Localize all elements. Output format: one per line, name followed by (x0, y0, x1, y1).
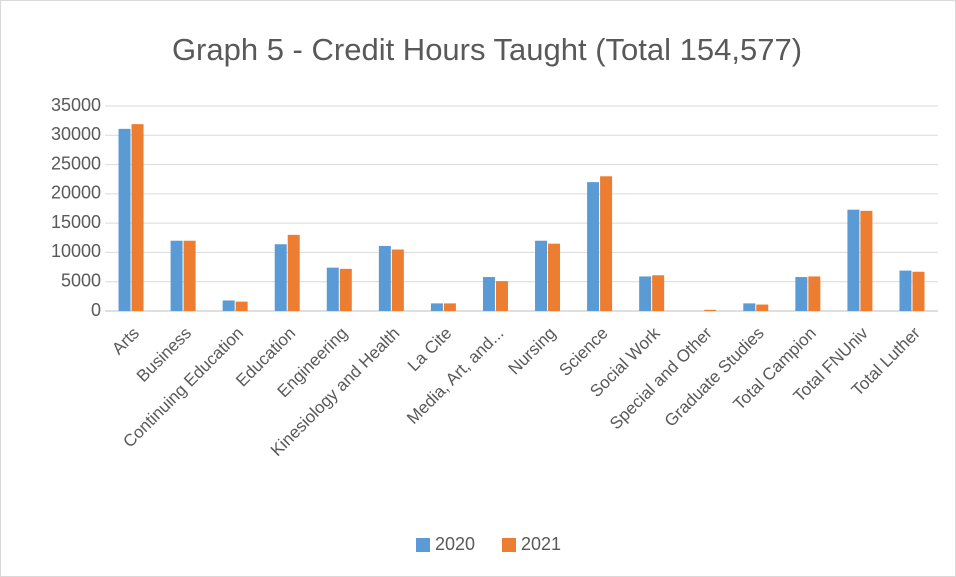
bar (391, 249, 404, 311)
bar (235, 301, 248, 311)
y-tick-label: 30000 (51, 124, 101, 144)
y-tick-label: 15000 (51, 212, 101, 232)
bar (482, 277, 495, 311)
y-tick-label: 5000 (61, 270, 101, 290)
bar (443, 303, 456, 311)
y-tick-label: 0 (91, 300, 101, 320)
bar (118, 128, 131, 311)
y-tick-label: 35000 (51, 95, 101, 115)
legend-label: 2021 (521, 534, 561, 554)
bar (430, 303, 443, 311)
bar (170, 240, 183, 311)
bar (222, 300, 235, 311)
bar (847, 209, 860, 311)
bar (183, 240, 196, 311)
bar (587, 182, 600, 311)
bar (600, 176, 613, 311)
bar (535, 240, 548, 311)
legend-swatch (502, 538, 516, 552)
bar (378, 245, 391, 311)
bar (795, 277, 808, 311)
bar (743, 303, 756, 311)
y-tick-label: 20000 (51, 183, 101, 203)
bar (326, 267, 339, 311)
bar (899, 270, 912, 311)
bar (912, 271, 925, 311)
bar (704, 309, 717, 311)
bar (548, 243, 561, 311)
y-tick-label: 10000 (51, 241, 101, 261)
y-tick-label: 25000 (51, 153, 101, 173)
bar (495, 281, 508, 311)
bar (808, 276, 821, 311)
bar (287, 234, 300, 311)
bar (639, 276, 652, 311)
legend-label: 2020 (435, 534, 475, 554)
bar (756, 304, 769, 311)
bar (274, 244, 287, 311)
bar (860, 210, 873, 311)
chart-title: Graph 5 - Credit Hours Taught (Total 154… (172, 32, 802, 67)
bar (131, 124, 144, 312)
bar (339, 268, 352, 311)
legend-swatch (416, 538, 430, 552)
bar (652, 275, 665, 311)
